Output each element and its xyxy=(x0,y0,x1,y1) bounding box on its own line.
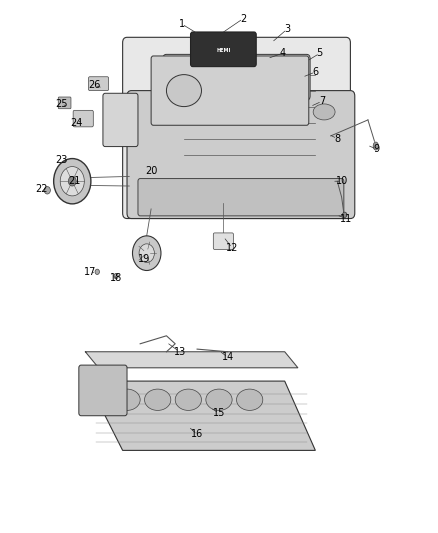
FancyBboxPatch shape xyxy=(103,93,138,147)
Ellipse shape xyxy=(44,187,50,194)
Ellipse shape xyxy=(60,166,84,196)
Text: 18: 18 xyxy=(110,273,122,283)
Ellipse shape xyxy=(373,142,378,150)
FancyBboxPatch shape xyxy=(163,54,310,100)
Text: 13: 13 xyxy=(173,347,186,357)
Text: 21: 21 xyxy=(68,176,81,186)
FancyBboxPatch shape xyxy=(58,97,71,109)
Text: 6: 6 xyxy=(312,67,318,77)
Text: 15: 15 xyxy=(213,408,225,418)
Text: 10: 10 xyxy=(336,176,348,186)
FancyBboxPatch shape xyxy=(88,77,109,91)
Text: 20: 20 xyxy=(145,166,157,175)
Ellipse shape xyxy=(145,389,171,410)
Text: 9: 9 xyxy=(374,144,380,154)
Ellipse shape xyxy=(313,104,335,120)
Ellipse shape xyxy=(54,159,91,204)
Text: 14: 14 xyxy=(222,352,234,362)
Ellipse shape xyxy=(95,269,99,274)
Text: 11: 11 xyxy=(340,214,352,223)
Text: 3: 3 xyxy=(284,25,290,34)
Ellipse shape xyxy=(139,244,154,263)
Text: 23: 23 xyxy=(55,155,67,165)
Text: 16: 16 xyxy=(191,430,203,439)
FancyBboxPatch shape xyxy=(123,37,350,219)
Ellipse shape xyxy=(343,212,347,217)
FancyBboxPatch shape xyxy=(73,110,93,127)
FancyBboxPatch shape xyxy=(79,365,127,416)
Ellipse shape xyxy=(237,389,263,410)
Text: 26: 26 xyxy=(88,80,100,90)
Text: 24: 24 xyxy=(71,118,83,127)
Ellipse shape xyxy=(132,236,161,271)
Ellipse shape xyxy=(283,104,304,120)
FancyBboxPatch shape xyxy=(213,233,233,249)
Ellipse shape xyxy=(160,104,182,120)
Text: 19: 19 xyxy=(138,254,151,263)
Ellipse shape xyxy=(221,104,243,120)
Ellipse shape xyxy=(191,104,212,120)
Text: 8: 8 xyxy=(334,134,340,143)
Text: 1: 1 xyxy=(179,19,185,29)
Text: 22: 22 xyxy=(35,184,48,194)
Polygon shape xyxy=(88,381,315,450)
Ellipse shape xyxy=(206,389,232,410)
FancyBboxPatch shape xyxy=(138,179,344,216)
Text: 2: 2 xyxy=(240,14,246,23)
Ellipse shape xyxy=(114,389,140,410)
Text: 5: 5 xyxy=(317,49,323,58)
Text: 4: 4 xyxy=(279,49,286,58)
Text: 17: 17 xyxy=(84,267,96,277)
Ellipse shape xyxy=(68,176,76,186)
Ellipse shape xyxy=(114,273,118,279)
Ellipse shape xyxy=(252,104,274,120)
FancyBboxPatch shape xyxy=(191,32,256,67)
Text: 25: 25 xyxy=(55,99,67,109)
FancyBboxPatch shape xyxy=(151,56,309,125)
Ellipse shape xyxy=(175,389,201,410)
FancyBboxPatch shape xyxy=(127,91,355,219)
Text: 12: 12 xyxy=(226,243,238,253)
Text: HEMI: HEMI xyxy=(216,47,230,53)
Polygon shape xyxy=(85,352,298,368)
Text: 7: 7 xyxy=(319,96,325,106)
Ellipse shape xyxy=(166,75,201,107)
